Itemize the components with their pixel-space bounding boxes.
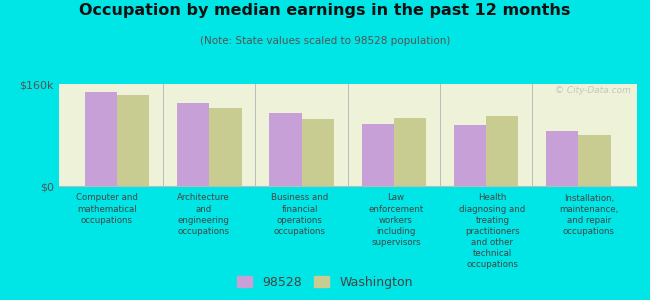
Text: Business and
financial
operations
occupations: Business and financial operations occupa… xyxy=(271,194,328,236)
Text: (Note: State values scaled to 98528 population): (Note: State values scaled to 98528 popu… xyxy=(200,36,450,46)
Bar xyxy=(486,116,519,186)
Text: Law
enforcement
workers
including
supervisors: Law enforcement workers including superv… xyxy=(369,194,424,247)
Bar xyxy=(177,103,209,186)
Bar xyxy=(269,113,302,186)
Bar xyxy=(84,92,117,186)
Text: © City-Data.com: © City-Data.com xyxy=(555,86,631,95)
Text: Occupation by median earnings in the past 12 months: Occupation by median earnings in the pas… xyxy=(79,3,571,18)
Text: Architecture
and
engineering
occupations: Architecture and engineering occupations xyxy=(177,194,229,236)
Bar xyxy=(302,119,334,186)
Bar xyxy=(209,108,242,186)
Text: Installation,
maintenance,
and repair
occupations: Installation, maintenance, and repair oc… xyxy=(559,194,618,236)
Bar xyxy=(361,124,394,186)
Legend: 98528, Washington: 98528, Washington xyxy=(232,271,418,294)
Text: Health
diagnosing and
treating
practitioners
and other
technical
occupations: Health diagnosing and treating practitio… xyxy=(460,194,525,269)
Bar xyxy=(578,135,611,186)
Bar xyxy=(394,118,426,186)
Bar xyxy=(546,130,578,186)
Bar xyxy=(454,125,486,186)
Bar xyxy=(117,95,150,186)
Text: Computer and
mathematical
occupations: Computer and mathematical occupations xyxy=(76,194,138,225)
